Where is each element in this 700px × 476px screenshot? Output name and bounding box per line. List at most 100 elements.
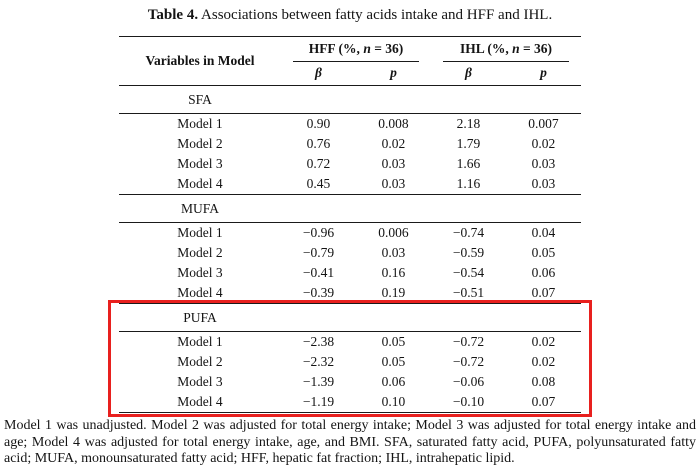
beta-value: −0.06	[452, 374, 485, 390]
p-value: 0.04	[531, 225, 556, 241]
p-value: 0.006	[378, 225, 409, 241]
group-ihl-n: n	[512, 41, 520, 57]
variables-header: Variables in Model	[118, 36, 281, 87]
group-hff-n: n	[363, 41, 371, 57]
hff-beta-header: β	[280, 62, 356, 87]
beta-value: 1.66	[456, 156, 481, 172]
beta-value: −2.38	[302, 334, 335, 350]
row-label: Model 2	[177, 354, 223, 370]
data-row: Model 1 −2.38 0.05 −0.72 0.02	[119, 332, 581, 353]
data-row: Model 1 0.90 0.008 2.18 0.007	[119, 114, 581, 135]
column-group-hff: HFF (%, n = 36)	[281, 37, 431, 63]
beta-value: 0.72	[306, 156, 331, 172]
group-ihl-post: = 36)	[519, 41, 553, 57]
beta-value: −0.10	[452, 394, 485, 410]
beta-value: −0.79	[302, 245, 335, 261]
beta-value: −0.74	[452, 225, 485, 241]
group-ihl-pre: IHL (%,	[459, 41, 513, 57]
beta-value: −1.19	[302, 394, 335, 410]
beta-value: −2.32	[302, 354, 335, 370]
section-row-pufa: PUFA	[118, 303, 581, 332]
column-group-hff-label: HFF (%, n = 36)	[292, 37, 419, 63]
data-row: Model 3 −1.39 0.06 −0.06 0.08	[119, 372, 581, 392]
row-label: Model 3	[177, 265, 223, 281]
ihl-p-header: p	[505, 62, 581, 87]
row-label: Model 4	[177, 394, 223, 410]
data-row: Model 2 0.76 0.02 1.79 0.02	[119, 134, 581, 154]
column-group-ihl-label: IHL (%, n = 36)	[442, 37, 569, 63]
p-value: 0.02	[381, 136, 406, 152]
p-value: 0.05	[381, 334, 406, 350]
table-caption-label: Table 4.	[147, 7, 199, 23]
data-row: Model 1 −0.96 0.006 −0.74 0.04	[119, 223, 581, 244]
p-value: 0.02	[531, 334, 556, 350]
p-value: 0.02	[531, 354, 556, 370]
data-row: Model 3 0.72 0.03 1.66 0.03	[119, 154, 581, 174]
row-label: Model 2	[177, 136, 223, 152]
p-value: 0.03	[381, 156, 406, 172]
table-caption-text: Associations between fatty acids intake …	[201, 7, 553, 23]
beta-value: 1.16	[456, 176, 481, 192]
section-name: MUFA	[180, 201, 219, 217]
row-label: Model 1	[177, 116, 223, 132]
p-value: 0.03	[381, 245, 406, 261]
p-value: 0.03	[531, 156, 556, 172]
table-caption: Table 4. Associations between fatty acid…	[0, 0, 700, 24]
section-name: PUFA	[183, 310, 217, 326]
beta-value: −0.59	[452, 245, 485, 261]
beta-value: −1.39	[302, 374, 335, 390]
p-value: 0.02	[531, 136, 556, 152]
p-value: 0.05	[531, 245, 556, 261]
p-value: 0.10	[381, 394, 406, 410]
data-row: Model 4 −1.19 0.10 −0.10 0.07	[119, 392, 581, 413]
beta-value: 2.18	[456, 116, 481, 132]
p-value: 0.007	[528, 116, 559, 132]
data-row: Model 3 −0.41 0.16 −0.54 0.06	[119, 263, 581, 283]
beta-value: −0.96	[302, 225, 335, 241]
ihl-beta-header: β	[430, 62, 506, 87]
table-body: SFA Model 1 0.90 0.008 2.18 0.007 Model 2 0.76 0…	[118, 85, 581, 413]
group-hff-post: = 36)	[370, 41, 404, 57]
row-label: Model 3	[177, 374, 223, 390]
section-row-sfa: SFA	[118, 85, 581, 114]
row-label: Model 4	[177, 176, 223, 192]
beta-value: 0.45	[306, 176, 331, 192]
row-label: Model 2	[177, 245, 223, 261]
section-row-mufa: MUFA	[118, 194, 581, 223]
beta-value: −0.51	[452, 285, 485, 301]
beta-value: −0.41	[302, 265, 335, 281]
row-label: Model 3	[177, 156, 223, 172]
p-value: 0.16	[381, 265, 406, 281]
group-header-row: Variables in Model HFF (%, n = 36) IHL (…	[118, 36, 581, 87]
beta-value: 0.76	[306, 136, 331, 152]
table-footnote: Model 1 was unadjusted. Model 2 was adju…	[4, 418, 696, 467]
column-group-ihl: IHL (%, n = 36)	[431, 37, 581, 63]
subheader-row: β p β p	[119, 62, 581, 87]
p-value: 0.03	[531, 176, 556, 192]
group-hff-pre: HFF (%,	[308, 41, 364, 57]
beta-value: −0.72	[452, 354, 485, 370]
row-label: Model 1	[177, 334, 223, 350]
results-table: Variables in Model HFF (%, n = 36) IHL (…	[118, 36, 581, 414]
data-row: Model 4 −0.39 0.19 −0.51 0.07	[119, 283, 581, 304]
row-label: Model 1	[177, 225, 223, 241]
beta-value: 0.90	[306, 116, 331, 132]
p-value: 0.19	[381, 285, 406, 301]
beta-value: −0.39	[302, 285, 335, 301]
data-row: Model 2 −2.32 0.05 −0.72 0.02	[119, 352, 581, 372]
row-label: Model 4	[177, 285, 223, 301]
data-row: Model 4 0.45 0.03 1.16 0.03	[119, 174, 581, 195]
data-row: Model 2 −0.79 0.03 −0.59 0.05	[119, 243, 581, 263]
p-value: 0.05	[381, 354, 406, 370]
beta-value: −0.54	[452, 265, 485, 281]
p-value: 0.07	[531, 285, 556, 301]
section-name: SFA	[188, 92, 212, 108]
p-value: 0.06	[531, 265, 556, 281]
p-value: 0.08	[531, 374, 556, 390]
hff-p-header: p	[355, 62, 431, 87]
beta-value: −0.72	[452, 334, 485, 350]
p-value: 0.008	[378, 116, 409, 132]
section-spacer	[281, 195, 581, 223]
p-value: 0.07	[531, 394, 556, 410]
